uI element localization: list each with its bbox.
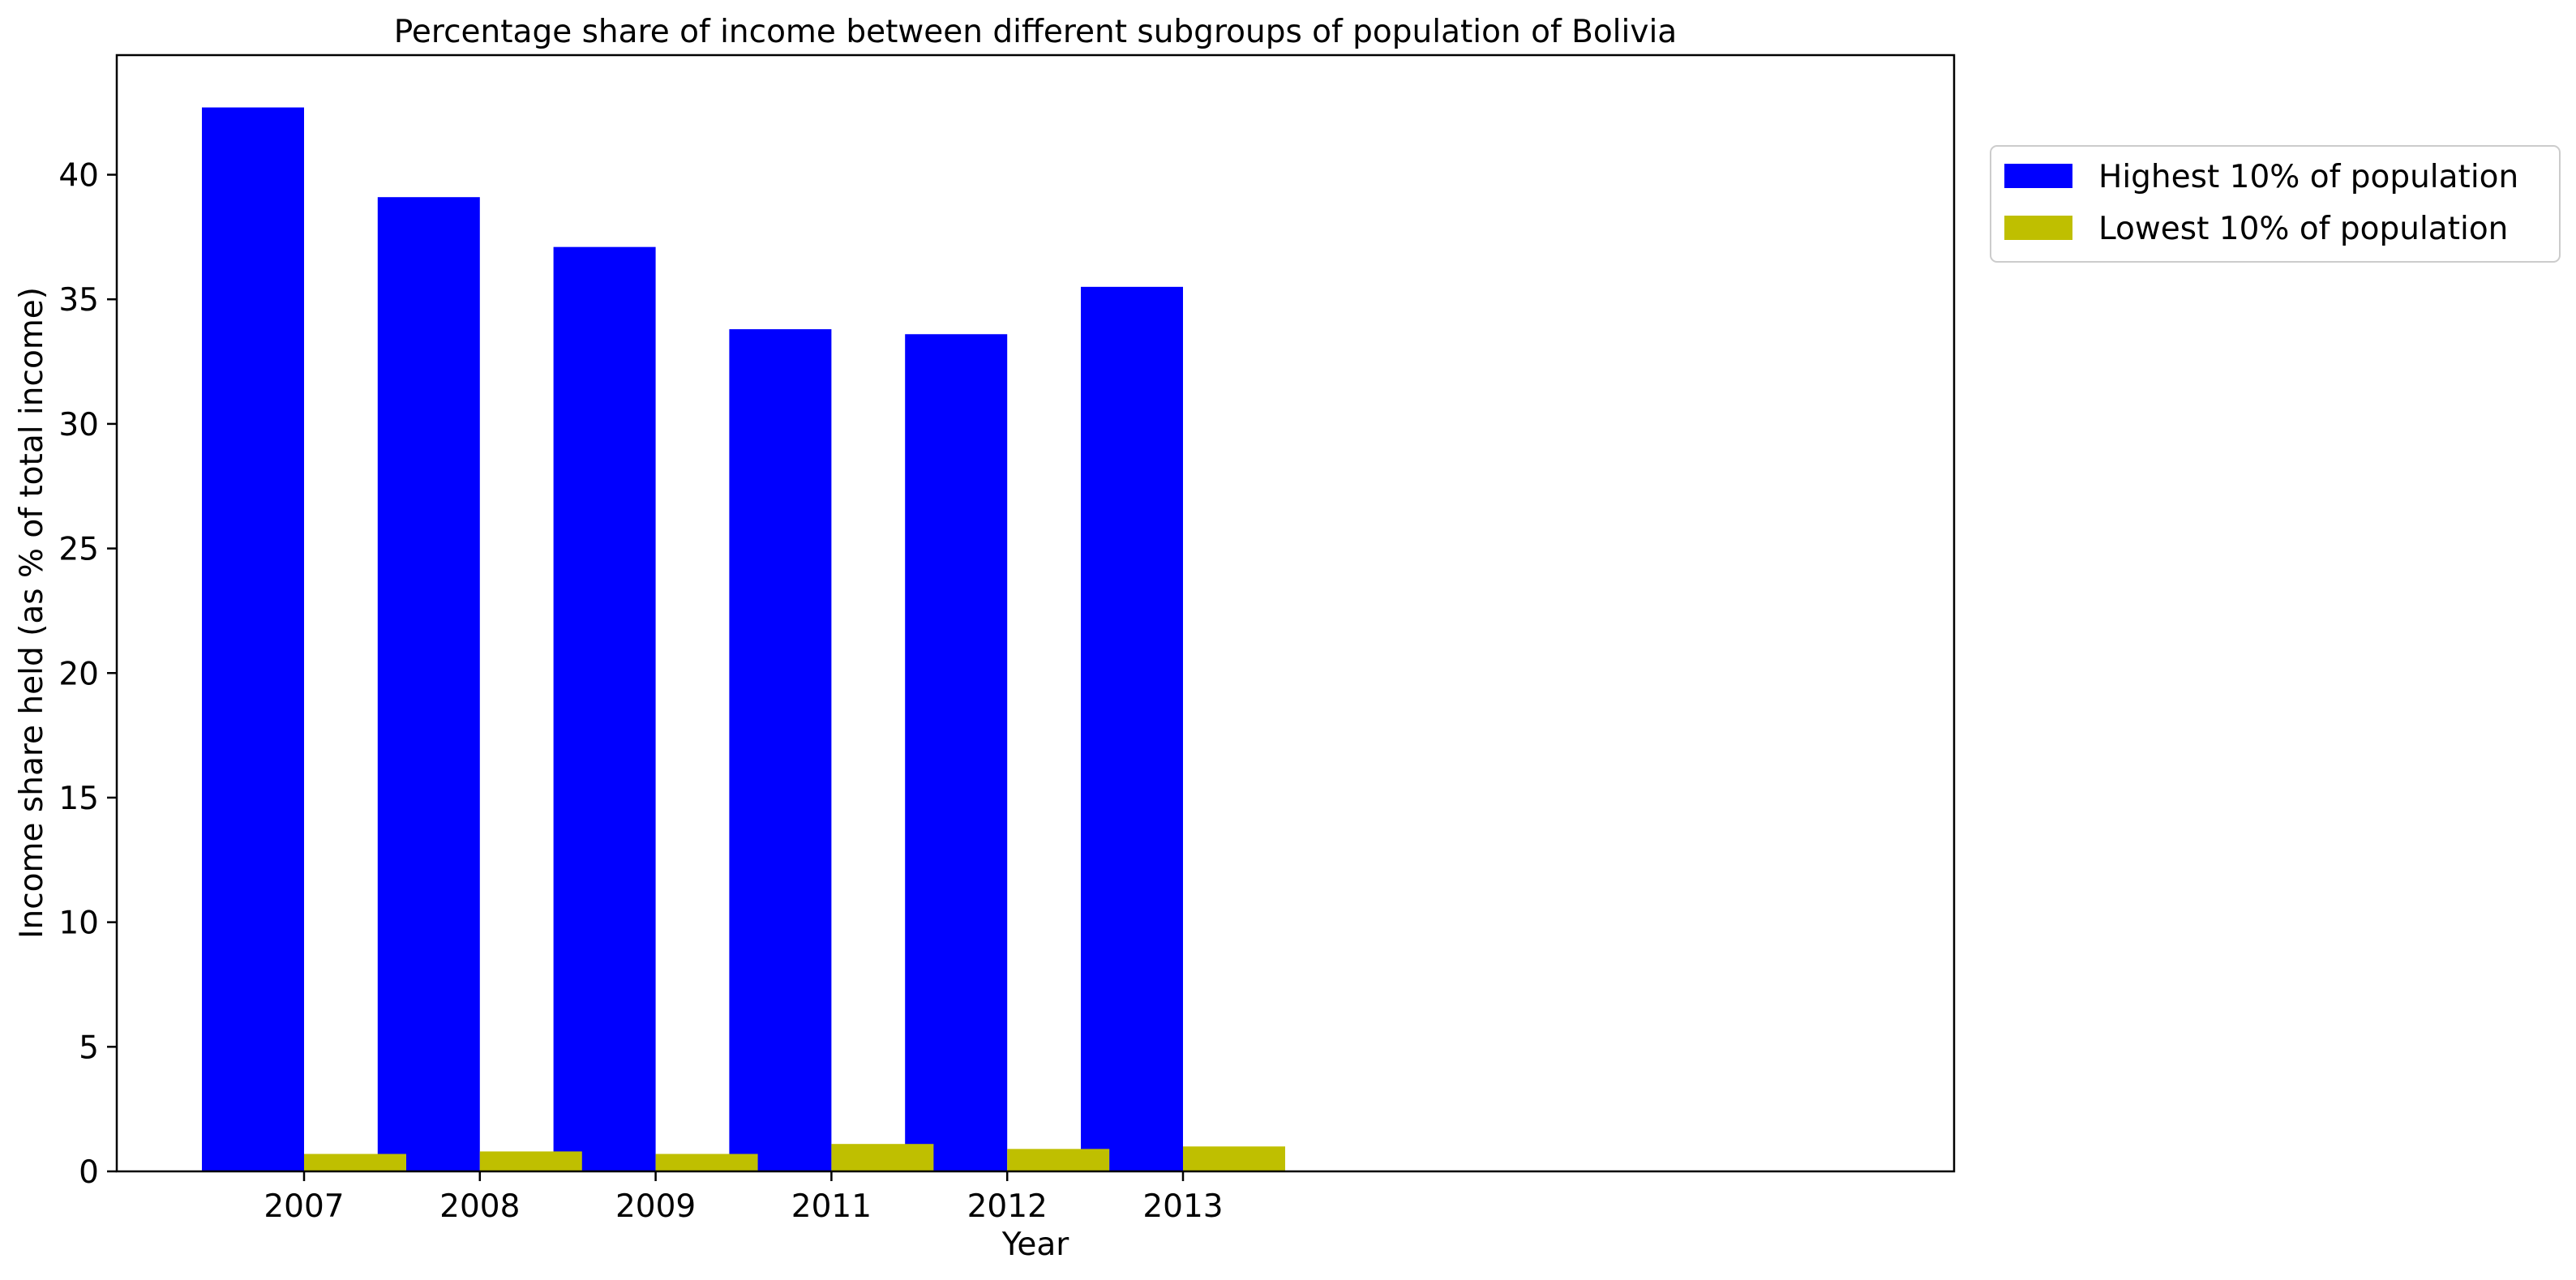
plot-frame — [115, 54, 1956, 1173]
x-tick-label: 2011 — [791, 1188, 872, 1225]
legend-swatch-highest — [2004, 164, 2072, 188]
y-tick-label: 10 — [58, 905, 99, 942]
chart-title: Percentage share of income between diffe… — [394, 14, 1677, 50]
bar-lowest-2007 — [304, 1154, 406, 1171]
bar-lowest-2012 — [1007, 1149, 1110, 1171]
x-tick-label: 2009 — [615, 1188, 696, 1225]
y-tick-label: 20 — [58, 656, 99, 692]
y-axis-label: Income share held (as % of total income) — [14, 287, 50, 939]
y-axis-ticks: 0 5 10 15 20 25 30 35 40 — [58, 158, 117, 1191]
x-tick-label: 2007 — [264, 1188, 344, 1225]
x-axis-label: Year — [1001, 1226, 1070, 1263]
y-tick-label: 5 — [79, 1030, 99, 1066]
x-tick-label: 2008 — [439, 1188, 520, 1225]
legend-swatch-lowest — [2004, 216, 2072, 240]
x-tick-label: 2013 — [1142, 1188, 1223, 1225]
x-axis-ticks: 2007 2008 2009 2011 2012 2013 — [264, 1171, 1224, 1225]
y-tick-label: 30 — [58, 407, 99, 443]
y-tick-label: 0 — [79, 1154, 99, 1191]
bar-lowest-2008 — [479, 1151, 582, 1171]
bar-highest-2008 — [377, 197, 480, 1172]
bar-highest-2011 — [729, 329, 832, 1172]
legend-label-highest: Highest 10% of population — [2098, 159, 2518, 195]
y-tick-label: 25 — [58, 532, 99, 568]
y-tick-label: 40 — [58, 158, 99, 195]
bar-lowest-2011 — [831, 1144, 934, 1171]
y-tick-label: 15 — [58, 781, 99, 817]
x-tick-label: 2012 — [967, 1188, 1048, 1225]
bar-highest-2012 — [905, 334, 1008, 1171]
legend-label-lowest: Lowest 10% of population — [2098, 211, 2508, 247]
bar-highest-2013 — [1081, 286, 1183, 1171]
bars-group — [202, 107, 1285, 1172]
bar-lowest-2013 — [1183, 1146, 1285, 1171]
bar-highest-2009 — [553, 246, 656, 1171]
y-tick-label: 35 — [58, 282, 99, 319]
bar-lowest-2009 — [655, 1154, 758, 1171]
legend-frame — [1990, 145, 2561, 263]
legend: Highest 10% of population Lowest 10% of p… — [1990, 145, 2561, 263]
bar-highest-2007 — [202, 107, 304, 1171]
